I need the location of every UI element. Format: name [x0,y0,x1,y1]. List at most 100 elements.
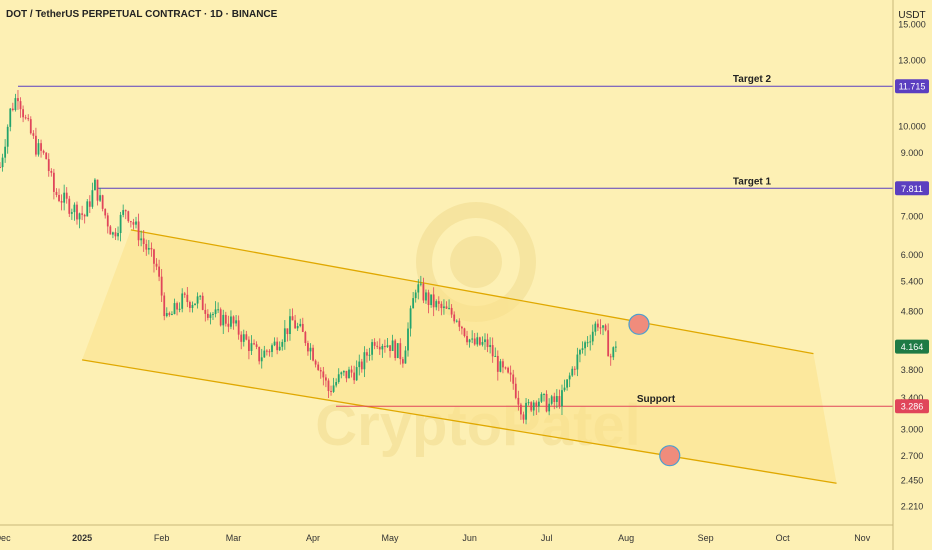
candle-body [32,133,35,136]
candle-body [540,394,543,402]
candle-body [555,396,558,402]
candle-body [576,354,579,370]
candle-body [160,276,163,296]
candle-body [460,326,463,329]
candle-body [29,119,32,134]
level-support[interactable]: Support [336,394,893,407]
candle-body [453,314,456,322]
candle [530,401,533,413]
candle-body [604,325,607,331]
candle-body [135,221,137,225]
candle [263,345,266,358]
candle-body [129,221,132,223]
candle [165,307,168,318]
candle-body [591,331,594,342]
candle-body [294,320,296,329]
candle [212,312,214,321]
price-tick-label: 5.400 [901,277,924,287]
candle-body [119,214,122,234]
candle [219,307,222,327]
candle-body [507,367,509,373]
candle [301,317,304,333]
candle-body [520,404,522,415]
candle-body [132,222,135,225]
candle-body [178,308,181,310]
candle [68,195,71,217]
candle-body [537,401,540,407]
candle [499,358,502,373]
candle-body [268,351,271,353]
candle-body [181,293,184,309]
candle-body [19,101,22,110]
candle-body [27,118,30,120]
level-target-2[interactable]: Target 2 [18,74,893,87]
price-tick-label: 3.400 [901,393,924,403]
candle-body [83,214,86,217]
target-marker-icon[interactable] [628,313,650,335]
candle-body [250,343,253,351]
candle-body [70,212,73,214]
candle-body [581,348,584,350]
candle [47,153,50,177]
candle [532,400,535,416]
candle-body [514,383,517,398]
candle-body [299,323,302,327]
candle [296,322,299,331]
candle-body [561,390,563,407]
candle [412,291,415,309]
candle [535,400,538,416]
level-target-1[interactable]: Target 1 [97,176,893,189]
candle [42,149,45,155]
time-axis[interactable]: Dec 2025 Feb Mar Apr May Jun Jul Aug Sep Oct Nov [0,533,871,543]
candle [543,393,545,402]
candle [435,299,438,311]
candle-body [68,198,71,214]
candle [568,372,571,388]
candle [512,369,515,390]
candle [294,314,296,329]
currency-label[interactable]: USDT [898,10,925,21]
candle [332,377,335,393]
candle-body [566,379,569,388]
candle [4,139,7,163]
candle [602,325,604,336]
price-tick-label: 6.000 [901,250,924,260]
price-tick-label: 10.000 [898,122,926,132]
candle-body [217,309,220,311]
candle-body [543,393,545,395]
candle [27,114,30,122]
support-marker-icon[interactable] [659,445,681,467]
candle-body [360,361,363,370]
candle [399,338,402,365]
candle-body [499,361,502,372]
channel-upper-line[interactable] [130,229,814,355]
candle-body [296,326,299,329]
candle [29,116,32,135]
candle [199,294,202,300]
candle [540,392,543,403]
candle [289,308,291,341]
candle-body [312,347,314,361]
candle-body [412,298,415,309]
candle-body [22,109,24,118]
price-axis[interactable]: 15.000 13.000 10.000 9.000 7.000 6.000 5.400 4.… [898,19,926,511]
candle [24,114,27,120]
candle [517,390,520,411]
candle-body [183,293,186,295]
candle-body [155,263,158,267]
candle [394,338,397,361]
candle [1,153,4,172]
candle-body [86,201,89,217]
candle [158,259,160,282]
candle-body [219,309,222,326]
candle [558,389,561,409]
candle-body [563,387,566,391]
candle-body [440,303,443,309]
candle [196,292,199,309]
candle [140,230,143,247]
channel-lower-line[interactable] [82,359,837,484]
candle-body [378,346,381,350]
candle [430,294,433,308]
candle [237,315,240,340]
